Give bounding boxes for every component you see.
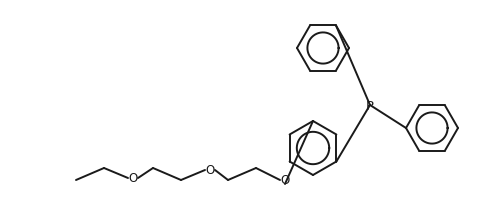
Text: P: P bbox=[366, 100, 374, 113]
Text: O: O bbox=[205, 163, 215, 177]
Text: O: O bbox=[128, 172, 138, 184]
Text: O: O bbox=[280, 173, 290, 187]
